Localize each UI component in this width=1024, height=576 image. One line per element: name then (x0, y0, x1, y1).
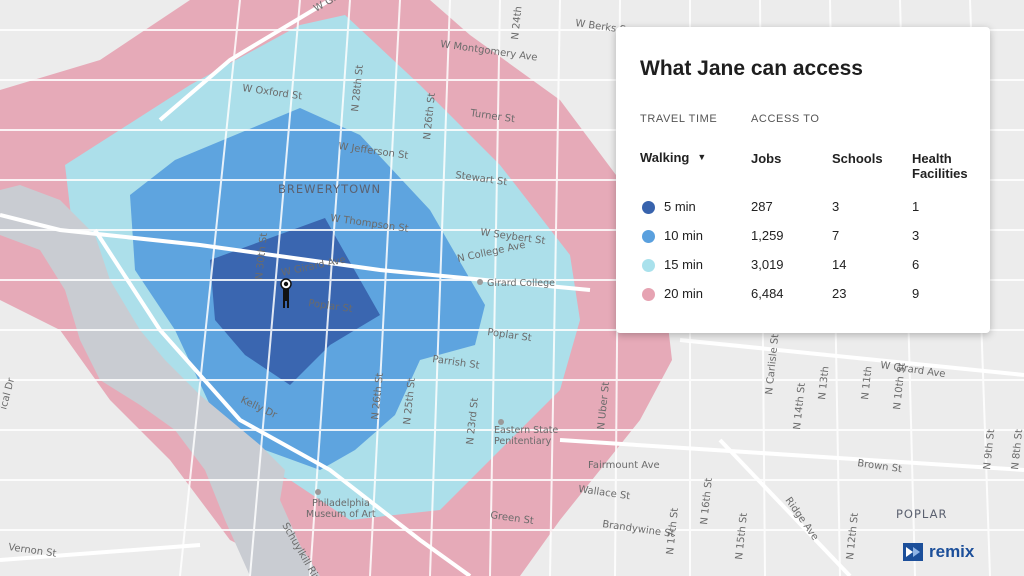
schools-count: 3 (832, 199, 840, 214)
legend-row-label: 20 min (664, 286, 704, 301)
district-poplar: POPLAR (896, 507, 947, 521)
svg-text:Museum of Art: Museum of Art (306, 509, 376, 520)
poi-labels: Girard College Eastern State Penitentiar… (306, 278, 558, 520)
metric-jobs-heading: Jobs (751, 151, 782, 166)
schools-count: 14 (832, 257, 847, 272)
svg-text:N 23rd St: N 23rd St (465, 397, 481, 445)
svg-text:N 16th St: N 16th St (699, 477, 715, 525)
svg-text:Girard College: Girard College (487, 278, 555, 289)
svg-text:Philadelphia: Philadelphia (312, 498, 370, 509)
jobs-count: 1,259 (751, 228, 784, 243)
svg-text:N Uber St: N Uber St (596, 381, 612, 430)
remix-mark-icon (903, 543, 923, 561)
panel-title: What Jane can access (640, 57, 863, 80)
travel-mode-value: Walking (640, 150, 690, 165)
dropdown-caret-icon: ▼ (697, 152, 707, 162)
svg-text:N 24th: N 24th (510, 6, 524, 41)
travel-time-heading: TRAVEL TIME (640, 113, 718, 125)
isochrone-5-min (210, 218, 380, 385)
metric-health-heading: Health Facilities (912, 151, 968, 181)
legend-row[interactable]: 10 min 1,259 7 3 (616, 228, 990, 246)
svg-text:N 11th: N 11th (860, 366, 874, 401)
svg-text:N 26th St: N 26th St (422, 92, 438, 140)
svg-text:N 15th St: N 15th St (734, 512, 750, 560)
jobs-count: 6,484 (751, 286, 784, 301)
svg-text:N 10th St: N 10th St (892, 362, 908, 410)
svg-text:N 25th St: N 25th St (402, 377, 418, 425)
remix-wordmark: remix (929, 542, 975, 561)
legend-row-label: 15 min (664, 257, 704, 272)
health-count: 6 (912, 257, 920, 272)
legend-row-label: 10 min (664, 228, 704, 243)
poi-markers (315, 279, 504, 495)
access-to-heading: ACCESS TO (751, 113, 820, 125)
legend-row[interactable]: 5 min 287 3 1 (616, 199, 990, 217)
metric-schools-heading: Schools (832, 151, 883, 166)
svg-text:N 17th St: N 17th St (665, 507, 681, 555)
schools-count: 23 (832, 286, 847, 301)
health-count: 9 (912, 286, 920, 301)
access-panel: What Jane can access TRAVEL TIME ACCESS … (616, 27, 990, 333)
svg-text:N 26th St: N 26th St (370, 372, 386, 420)
svg-text:N 28th St: N 28th St (350, 64, 366, 112)
svg-text:N 30th St: N 30th St (254, 232, 270, 280)
legend-row-label: 5 min (664, 199, 696, 214)
svg-text:Penitentiary: Penitentiary (494, 436, 552, 447)
legend-row[interactable]: 20 min 6,484 23 9 (616, 286, 990, 304)
svg-text:Fairmount Ave: Fairmount Ave (588, 460, 660, 471)
jobs-count: 287 (751, 199, 773, 214)
svg-text:N 9th St: N 9th St (982, 429, 997, 471)
health-count: 1 (912, 199, 920, 214)
svg-text:N 8th St: N 8th St (1010, 429, 1024, 471)
jobs-count: 3,019 (751, 257, 784, 272)
person-icon[interactable] (280, 278, 292, 308)
legend-swatch (642, 288, 655, 301)
legend-swatch (642, 201, 655, 214)
health-count: 3 (912, 228, 920, 243)
svg-text:Eastern State: Eastern State (494, 425, 558, 436)
svg-text:N 13th: N 13th (817, 366, 831, 401)
legend-swatch (642, 259, 655, 272)
schools-count: 7 (832, 228, 840, 243)
legend-swatch (642, 230, 655, 243)
remix-logo[interactable]: remix (903, 541, 974, 563)
travel-mode-dropdown[interactable]: Walking ▼ (640, 150, 706, 165)
district-brewerytown: BREWERYTOWN (278, 182, 381, 196)
svg-text:N 14th St: N 14th St (792, 382, 808, 430)
svg-text:N 12th St: N 12th St (845, 512, 861, 560)
legend-row[interactable]: 15 min 3,019 14 6 (616, 257, 990, 275)
